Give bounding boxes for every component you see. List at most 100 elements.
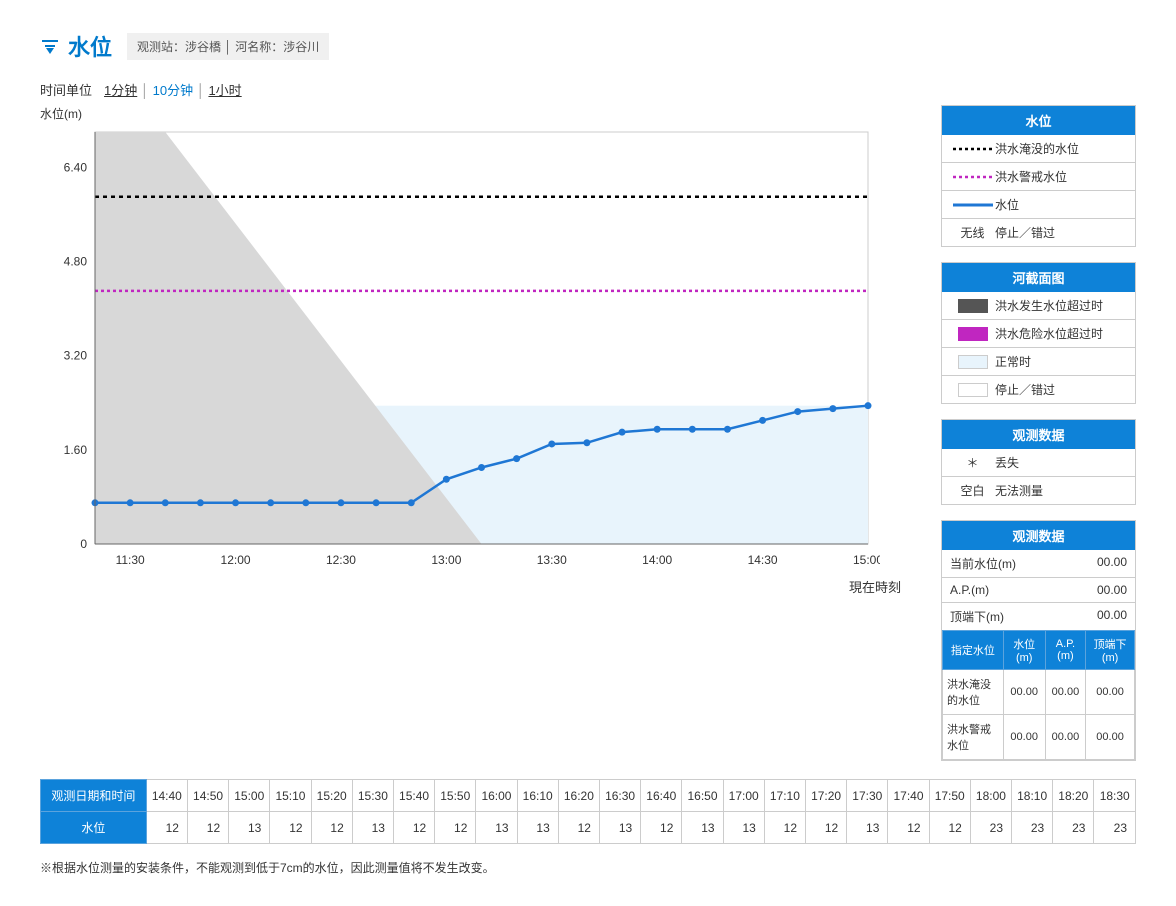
time-cell: 15:30 bbox=[352, 780, 393, 812]
value-cell: 13 bbox=[682, 812, 723, 844]
time-cell: 16:40 bbox=[641, 780, 682, 812]
value-cell: 12 bbox=[764, 812, 805, 844]
obs-data-table: 观测数据 当前水位(m)00.00A.P.(m)00.00顶端下(m)00.00… bbox=[941, 520, 1136, 761]
legend1-header: 水位 bbox=[942, 106, 1135, 135]
legend-row: 无线停止／错过 bbox=[942, 219, 1135, 246]
time-cell: 14:40 bbox=[146, 780, 187, 812]
svg-text:13:30: 13:30 bbox=[537, 553, 567, 567]
svg-text:1.60: 1.60 bbox=[64, 443, 88, 457]
svg-text:12:00: 12:00 bbox=[221, 553, 251, 567]
svg-text:11:30: 11:30 bbox=[116, 553, 145, 567]
svg-text:0: 0 bbox=[80, 537, 87, 551]
footnote: ※根据水位测量的安装条件，不能观测到低于7cm的水位，因此测量值将不发生改变。 bbox=[40, 859, 1136, 876]
time-cell: 15:20 bbox=[311, 780, 352, 812]
time-cell: 15:40 bbox=[393, 780, 434, 812]
time-cell: 15:10 bbox=[270, 780, 311, 812]
time-cell: 16:10 bbox=[517, 780, 558, 812]
bottom-row-header: 水位 bbox=[41, 812, 147, 844]
svg-text:14:30: 14:30 bbox=[748, 553, 778, 567]
time-cell: 17:40 bbox=[888, 780, 929, 812]
value-cell: 12 bbox=[311, 812, 352, 844]
legend-row: 停止／错过 bbox=[942, 376, 1135, 403]
time-cell: 18:30 bbox=[1094, 780, 1136, 812]
legend-water-level: 水位 洪水淹没的水位洪水警戒水位水位无线停止／错过 bbox=[941, 105, 1136, 247]
observation-time-table: 观测日期和时间14:4014:5015:0015:1015:2015:3015:… bbox=[40, 779, 1136, 844]
svg-text:4.80: 4.80 bbox=[64, 254, 88, 268]
value-cell: 12 bbox=[146, 812, 187, 844]
time-unit-label: 时间单位 bbox=[40, 80, 92, 99]
water-level-icon bbox=[40, 36, 60, 56]
river-label: 河名称：涉谷川 bbox=[235, 40, 319, 54]
station-label: 观测站：涉谷橋 bbox=[137, 40, 221, 54]
title-text: 水位 bbox=[68, 30, 112, 62]
time-cell: 18:10 bbox=[1012, 780, 1053, 812]
obs1-header: 观测数据 bbox=[942, 420, 1135, 449]
value-cell: 12 bbox=[806, 812, 847, 844]
time-cell: 17:30 bbox=[847, 780, 888, 812]
value-cell: 12 bbox=[929, 812, 970, 844]
value-cell: 12 bbox=[187, 812, 228, 844]
legend-row: ＊丢失 bbox=[942, 449, 1135, 477]
value-cell: 23 bbox=[970, 812, 1011, 844]
time-cell: 16:50 bbox=[682, 780, 723, 812]
svg-text:13:00: 13:00 bbox=[431, 553, 461, 567]
time-cell: 18:00 bbox=[970, 780, 1011, 812]
value-cell: 13 bbox=[723, 812, 764, 844]
legend-row: 正常时 bbox=[942, 348, 1135, 376]
time-cell: 17:00 bbox=[723, 780, 764, 812]
legend-row: 洪水发生水位超过时 bbox=[942, 292, 1135, 320]
value-cell: 13 bbox=[517, 812, 558, 844]
time-unit-option-1[interactable]: 10分钟 bbox=[153, 83, 193, 98]
value-cell: 12 bbox=[393, 812, 434, 844]
value-cell: 12 bbox=[270, 812, 311, 844]
legend-row: 洪水警戒水位 bbox=[942, 163, 1135, 191]
time-cell: 15:00 bbox=[229, 780, 270, 812]
page-title: 水位 bbox=[40, 30, 112, 62]
obs-current-row: 顶端下(m)00.00 bbox=[942, 603, 1135, 630]
time-unit-selector: 时间单位 1分钟 │ 10分钟 │ 1小时 bbox=[40, 80, 1136, 99]
water-level-chart: 0 1.60 3.20 4.80 6.40 11:30 12:00 12:30 13:00 13:… bbox=[40, 124, 916, 574]
current-time-label: 現在時刻 bbox=[40, 577, 916, 596]
value-cell: 13 bbox=[599, 812, 640, 844]
time-cell: 16:00 bbox=[476, 780, 517, 812]
value-cell: 23 bbox=[1012, 812, 1053, 844]
obs2-header: 观测数据 bbox=[942, 521, 1135, 550]
time-cell: 17:50 bbox=[929, 780, 970, 812]
obs-current-row: 当前水位(m)00.00 bbox=[942, 550, 1135, 578]
svg-text:14:00: 14:00 bbox=[642, 553, 672, 567]
legend-row: 空白无法测量 bbox=[942, 477, 1135, 504]
obs-data-legend: 观测数据 ＊丢失空白无法测量 bbox=[941, 419, 1136, 505]
time-cell: 18:20 bbox=[1053, 780, 1094, 812]
value-cell: 12 bbox=[641, 812, 682, 844]
time-cell: 15:50 bbox=[435, 780, 476, 812]
svg-text:15:00: 15:00 bbox=[853, 553, 880, 567]
legend-row: 洪水危险水位超过时 bbox=[942, 320, 1135, 348]
value-cell: 23 bbox=[1053, 812, 1094, 844]
svg-text:12:30: 12:30 bbox=[326, 553, 356, 567]
legend2-header: 河截面图 bbox=[942, 263, 1135, 292]
svg-text:3.20: 3.20 bbox=[64, 349, 88, 363]
value-cell: 12 bbox=[435, 812, 476, 844]
time-cell: 16:30 bbox=[599, 780, 640, 812]
time-cell: 16:20 bbox=[558, 780, 599, 812]
value-cell: 13 bbox=[352, 812, 393, 844]
time-cell: 14:50 bbox=[187, 780, 228, 812]
time-cell: 17:10 bbox=[764, 780, 805, 812]
obs-current-row: A.P.(m)00.00 bbox=[942, 578, 1135, 603]
subtitle-bar: 观测站：涉谷橋 │ 河名称：涉谷川 bbox=[127, 33, 329, 60]
svg-text:6.40: 6.40 bbox=[64, 160, 88, 174]
value-cell: 13 bbox=[476, 812, 517, 844]
value-cell: 13 bbox=[229, 812, 270, 844]
time-unit-option-0[interactable]: 1分钟 bbox=[104, 83, 137, 98]
value-cell: 12 bbox=[888, 812, 929, 844]
time-unit-option-2[interactable]: 1小时 bbox=[208, 83, 241, 98]
y-axis-label: 水位(m) bbox=[40, 105, 916, 122]
bottom-row-header: 观测日期和时间 bbox=[41, 780, 147, 812]
legend-row: 水位 bbox=[942, 191, 1135, 219]
value-cell: 23 bbox=[1094, 812, 1136, 844]
value-cell: 13 bbox=[847, 812, 888, 844]
legend-cross-section: 河截面图 洪水发生水位超过时洪水危险水位超过时正常时停止／错过 bbox=[941, 262, 1136, 404]
time-cell: 17:20 bbox=[806, 780, 847, 812]
legend-row: 洪水淹没的水位 bbox=[942, 135, 1135, 163]
value-cell: 12 bbox=[558, 812, 599, 844]
